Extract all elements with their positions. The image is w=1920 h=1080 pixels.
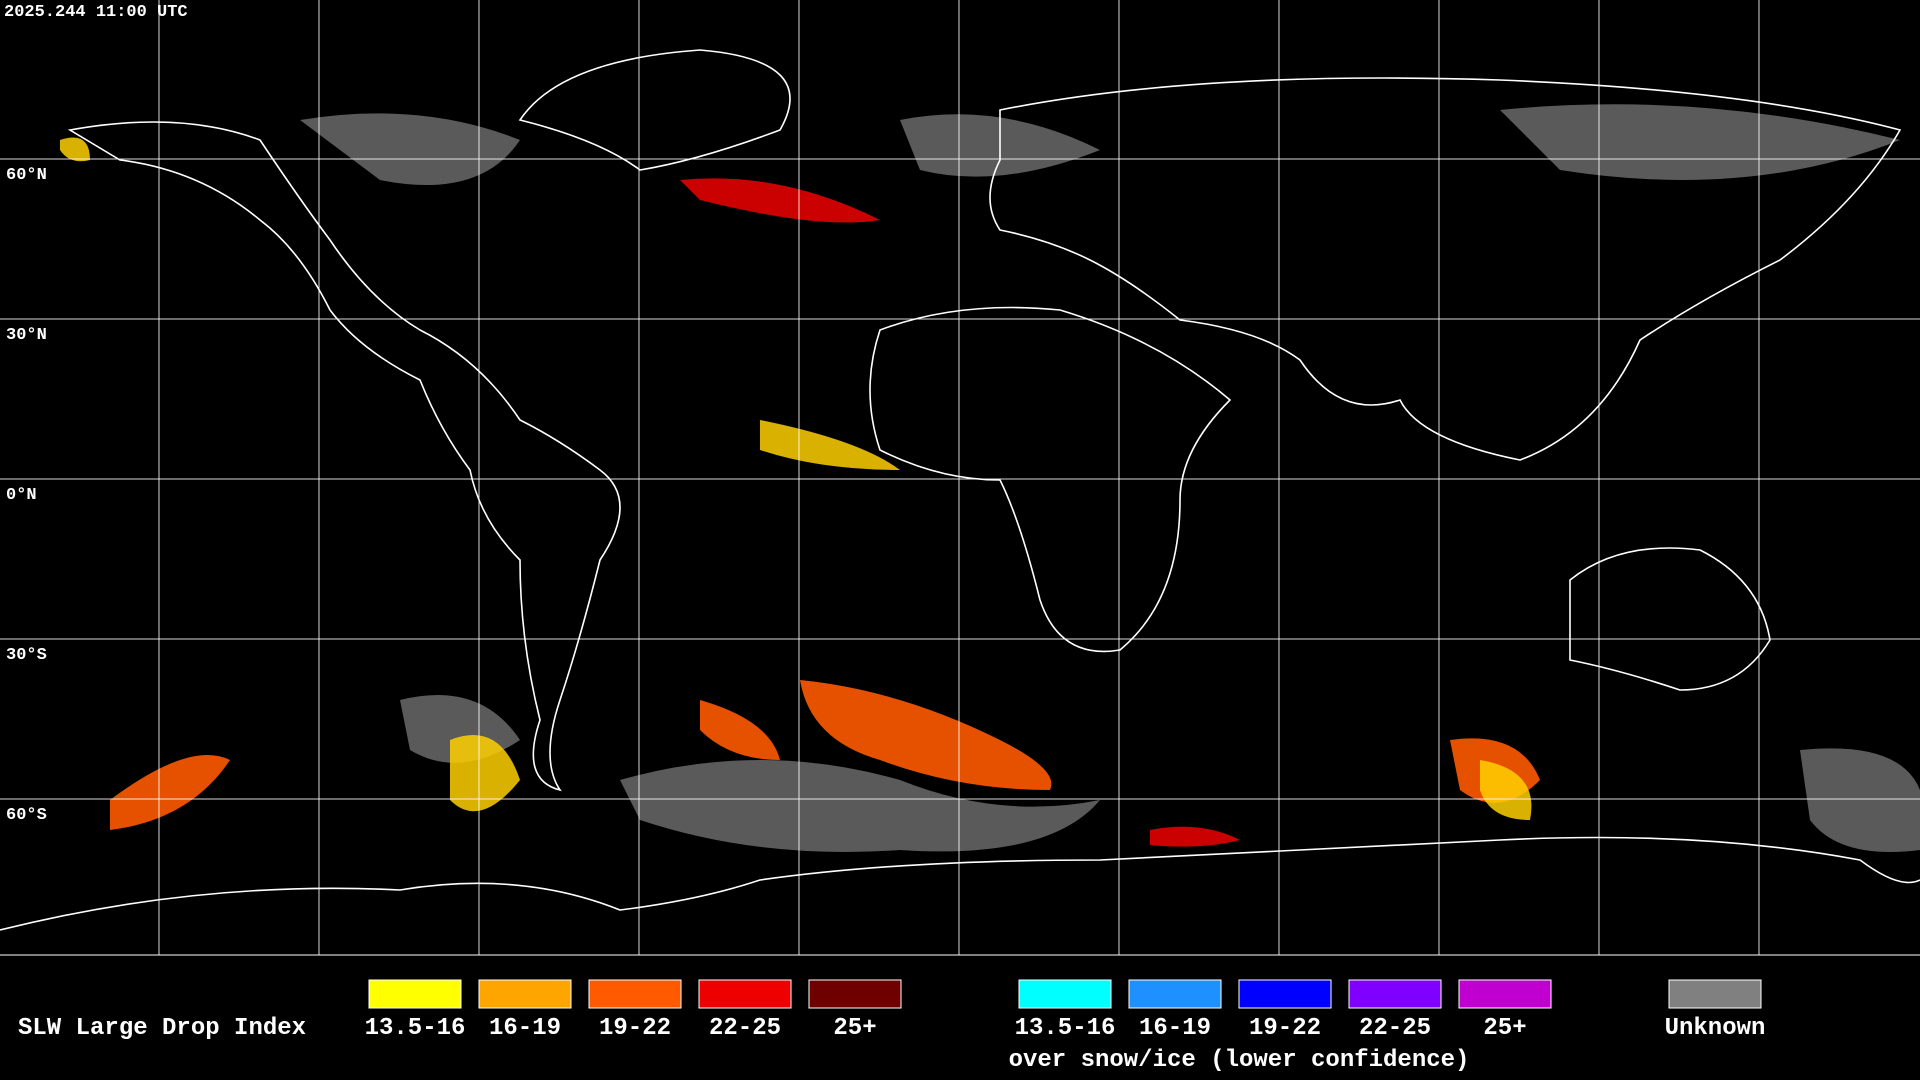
cloud-patches (60, 104, 1920, 853)
legend-swatch (1458, 979, 1552, 1009)
legend: SLW Large Drop Index over snow/ice (lowe… (18, 979, 1766, 1074)
timestamp: 2025.244 11:00 UTC (4, 3, 188, 22)
legend-swatch (588, 979, 682, 1009)
legend-label: Unknown (1665, 1015, 1766, 1042)
legend-swatch (1128, 979, 1222, 1009)
legend-label: 22-25 (1359, 1015, 1431, 1042)
legend-swatch (368, 979, 462, 1009)
latitude-label: 60°S (6, 806, 47, 825)
legend-label: 16-19 (1139, 1015, 1211, 1042)
legend-label: 13.5-16 (365, 1015, 466, 1042)
legend-swatch (1238, 979, 1332, 1009)
legend-swatch (1668, 979, 1762, 1009)
legend-label: 25+ (1483, 1015, 1526, 1042)
legend-label: 19-22 (1249, 1015, 1321, 1042)
coastlines (0, 49, 1920, 931)
legend-swatch (1348, 979, 1442, 1009)
legend-label: 16-19 (489, 1015, 561, 1042)
legend-title: SLW Large Drop Index (18, 1015, 306, 1042)
legend-swatch (1018, 979, 1112, 1009)
legend-label: 22-25 (709, 1015, 781, 1042)
latitude-label: 60°N (6, 166, 47, 185)
legend-caption: over snow/ice (lower confidence) (1009, 1047, 1470, 1074)
legend-swatch (698, 979, 792, 1009)
legend-label: 13.5-16 (1015, 1015, 1116, 1042)
legend-swatch (808, 979, 902, 1009)
legend-swatch (478, 979, 572, 1009)
legend-label: 25+ (833, 1015, 876, 1042)
legend-label: 19-22 (599, 1015, 671, 1042)
graticule: 60°N 30°N 0°N 30°S 60°S (0, 0, 1920, 956)
latitude-label: 30°N (6, 326, 47, 345)
latitude-label: 30°S (6, 646, 47, 665)
latitude-label: 0°N (6, 486, 37, 505)
map: 60°N 30°N 0°N 30°S 60°S 2025.244 11:00 UTC (0, 0, 1920, 956)
